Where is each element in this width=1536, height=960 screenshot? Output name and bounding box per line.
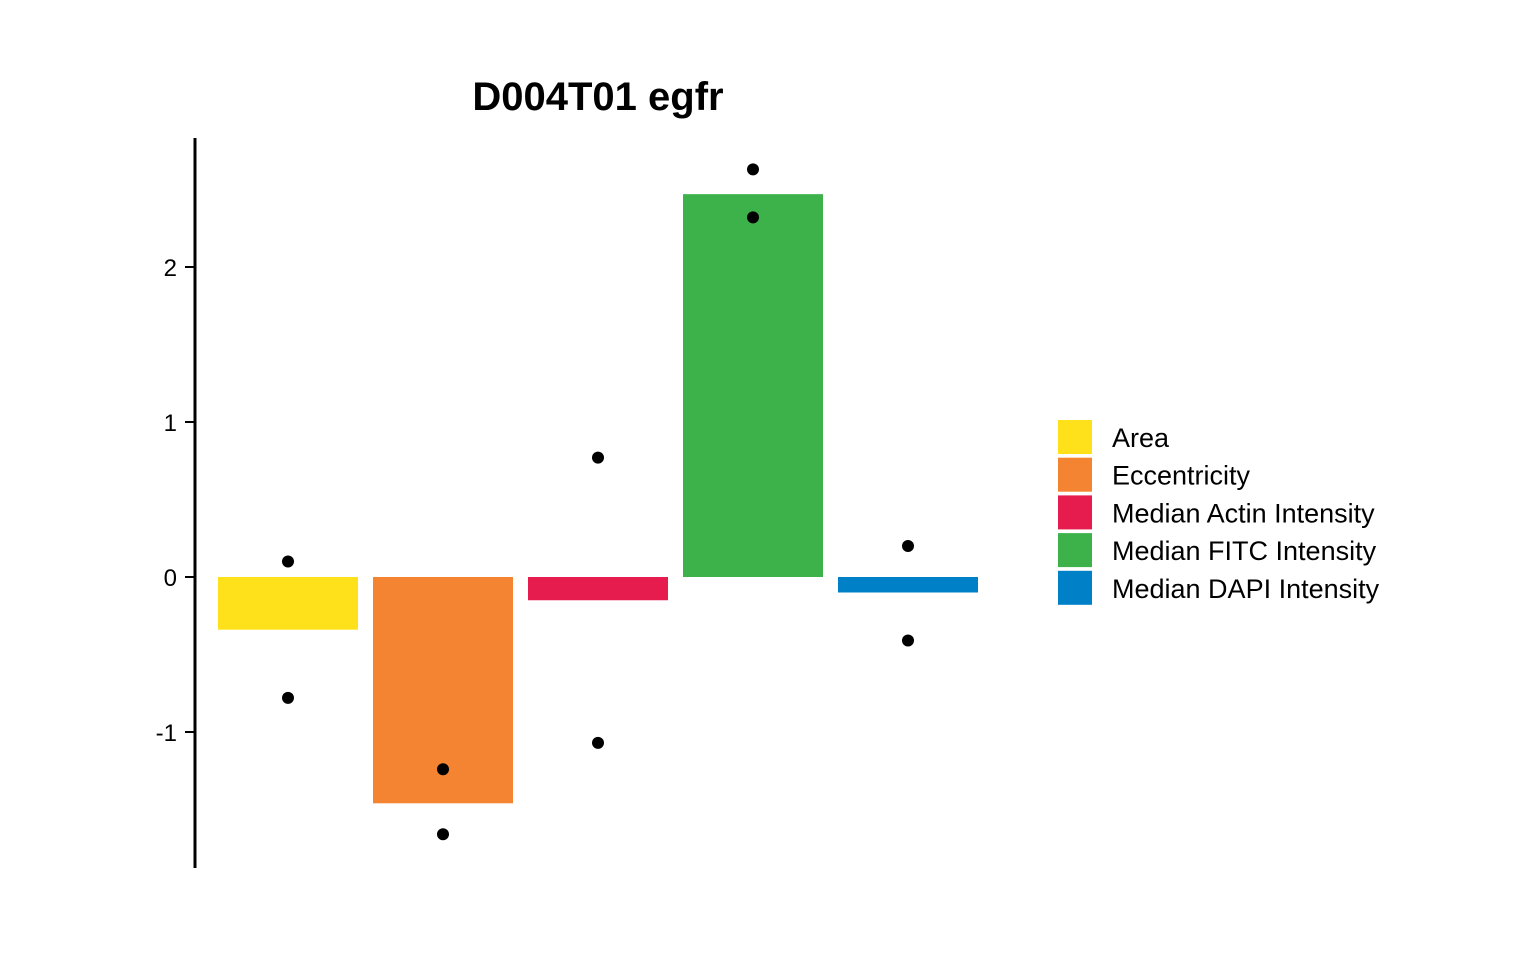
legend-label: Eccentricity — [1112, 461, 1251, 491]
bar-3 — [528, 577, 668, 601]
legend-label: Area — [1112, 423, 1170, 453]
legend-swatch — [1058, 457, 1092, 492]
legend: Area Eccentricity Median Actin Intensity Me… — [1058, 420, 1380, 605]
y-tick-label: 0 — [164, 565, 177, 592]
y-ticks: 2 1 0 -1 — [156, 255, 195, 747]
data-point — [437, 763, 449, 776]
data-point — [282, 555, 294, 568]
data-point — [592, 451, 604, 464]
bar-1 — [218, 577, 358, 630]
y-tick-label: 2 — [164, 255, 177, 282]
data-point — [282, 691, 294, 704]
legend-label: Median FITC Intensity — [1112, 536, 1377, 566]
data-point — [592, 736, 604, 749]
data-point — [747, 211, 759, 224]
legend-swatch — [1058, 495, 1092, 530]
y-tick-label: -1 — [156, 720, 177, 747]
legend-label: Median Actin Intensity — [1112, 498, 1375, 528]
chart-title: D004T01 egfr — [472, 75, 723, 119]
data-point — [437, 828, 449, 841]
legend-swatch — [1058, 570, 1092, 605]
points — [282, 163, 914, 841]
bars — [218, 194, 978, 804]
legend-swatch — [1058, 420, 1092, 454]
data-point — [902, 634, 914, 647]
legend-swatch — [1058, 533, 1092, 568]
data-point — [747, 163, 759, 176]
bar-4 — [683, 194, 823, 577]
y-tick-label: 1 — [164, 410, 177, 437]
bar-5 — [838, 577, 978, 593]
legend-label: Median DAPI Intensity — [1112, 574, 1380, 604]
data-point — [902, 540, 914, 552]
